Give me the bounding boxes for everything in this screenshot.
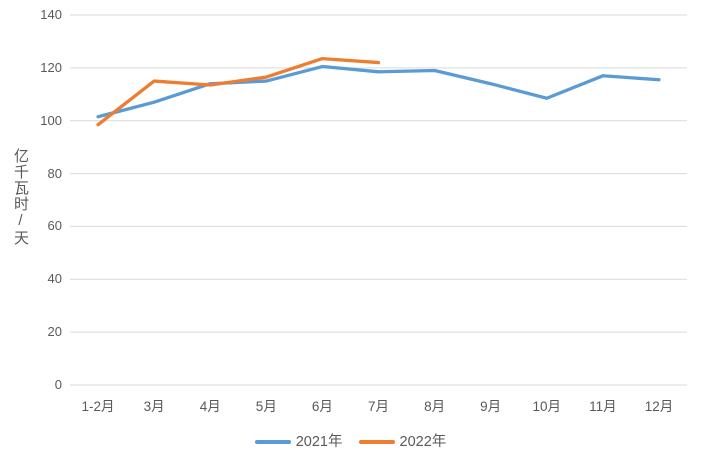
series-line-2022年: [96, 56, 381, 127]
legend-line-swatch-2022: [358, 440, 395, 444]
legend-line-swatch-2021: [254, 440, 291, 444]
legend-item-2022: 2022年: [358, 433, 447, 451]
y-axis-title: 亿千瓦时/天: [12, 148, 29, 246]
legend: 2021年 2022年: [0, 432, 701, 452]
legend-label-2022: 2022年: [399, 434, 447, 450]
series-line-2021年: [96, 64, 661, 119]
legend-label-2021: 2021年: [295, 434, 343, 450]
legend-item-2021: 2021年: [254, 433, 343, 451]
